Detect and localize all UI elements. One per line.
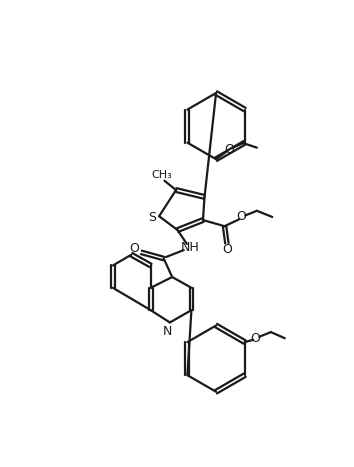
Text: CH₃: CH₃ [151, 170, 172, 180]
Text: O: O [236, 211, 246, 224]
Text: O: O [224, 143, 234, 156]
Text: NH: NH [181, 241, 199, 254]
Text: O: O [251, 332, 261, 345]
Text: O: O [130, 242, 139, 255]
Text: O: O [223, 243, 233, 256]
Text: S: S [148, 211, 156, 224]
Text: N: N [163, 325, 172, 338]
